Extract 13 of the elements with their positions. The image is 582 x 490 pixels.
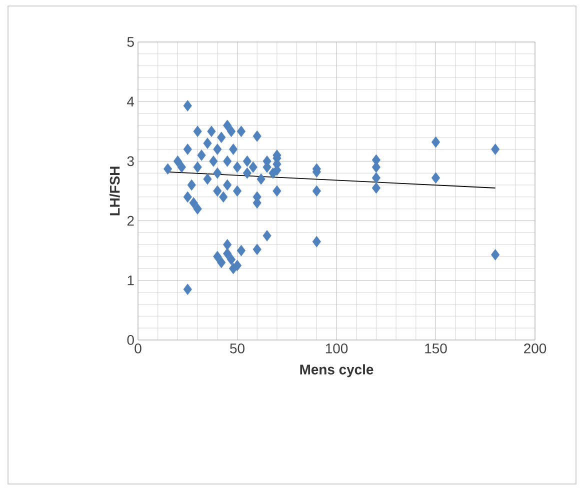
y-tick-label: 1 <box>128 276 134 286</box>
x-tick-label: 0 <box>134 343 142 354</box>
x-tick-label: 50 <box>230 343 244 354</box>
y-axis-title: LH/FSH <box>110 166 120 216</box>
y-tick-label: 3 <box>127 156 134 166</box>
x-tick-label: 200 <box>524 343 546 354</box>
y-tick-label: 0 <box>127 335 134 345</box>
x-tick-label: 150 <box>425 343 447 354</box>
x-tick-label: 100 <box>326 343 348 354</box>
y-tick-label: 4 <box>127 96 134 106</box>
x-axis-title: Mens cycle <box>300 364 374 378</box>
y-tick-label: 2 <box>127 216 134 226</box>
y-tick-label: 5 <box>127 37 134 47</box>
